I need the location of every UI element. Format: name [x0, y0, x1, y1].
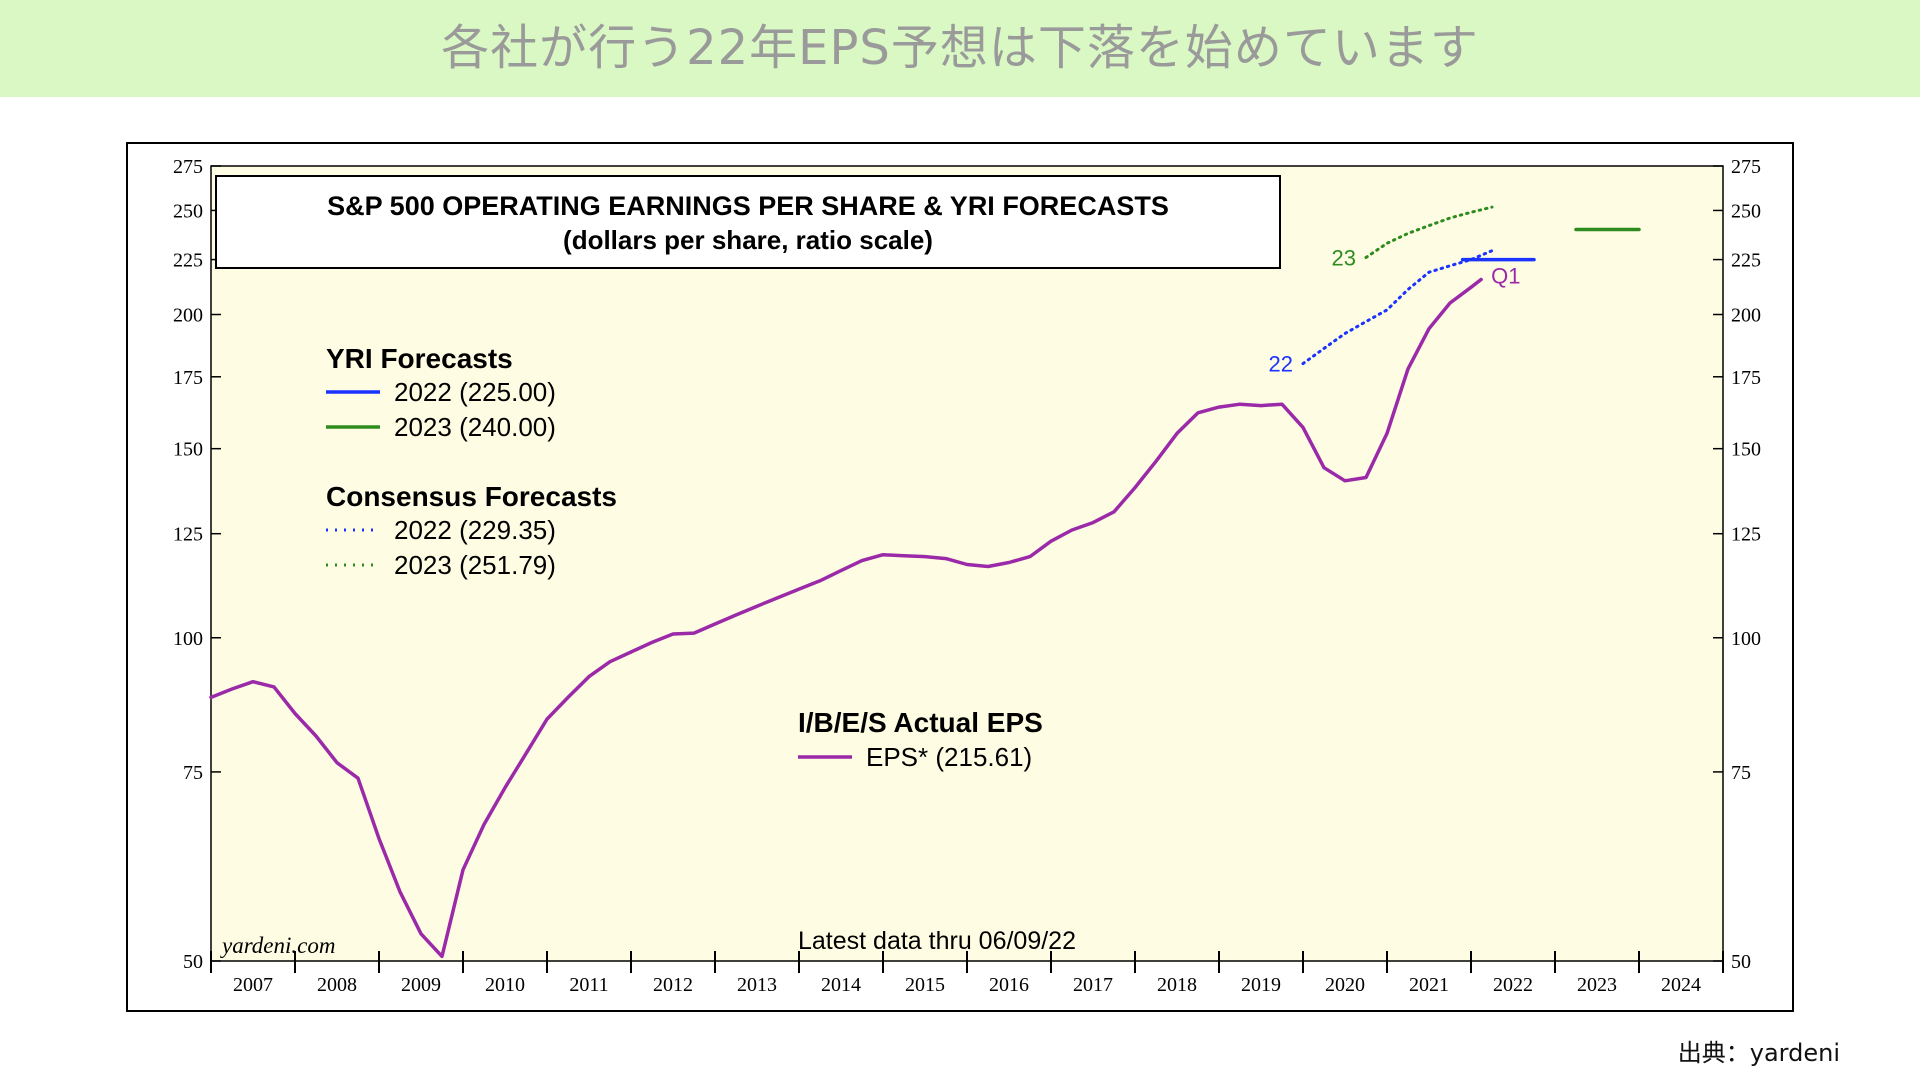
- x-tick-label-2015: 2015: [905, 974, 945, 996]
- y-tick-label-left: 125: [173, 524, 203, 546]
- series-start-label-consensus-2023: 23: [1332, 246, 1356, 271]
- legend-label-consensus-2023: 2023 (251.79): [394, 550, 556, 580]
- x-tick-label-2012: 2012: [653, 974, 693, 996]
- x-tick-label-2014: 2014: [821, 974, 861, 996]
- x-tick-label-2007: 2007: [233, 974, 273, 996]
- x-tick-label-2021: 2021: [1409, 974, 1449, 996]
- x-tick-label-2011: 2011: [569, 974, 608, 996]
- x-tick-label-2010: 2010: [485, 974, 525, 996]
- x-tick-label-2024: 2024: [1661, 974, 1701, 996]
- y-tick-label-right: 200: [1731, 305, 1761, 327]
- legend-label-yri-2023: 2023 (240.00): [394, 412, 556, 442]
- title-box: [215, 175, 1281, 269]
- x-tick-label-2017: 2017: [1073, 974, 1113, 996]
- x-tick-label-2023: 2023: [1577, 974, 1617, 996]
- legend-label-consensus-2022: 2022 (229.35): [394, 515, 556, 545]
- legend-heading-actual: I/B/E/S Actual EPS: [798, 707, 1043, 738]
- y-tick-label-right: 75: [1731, 762, 1751, 784]
- y-tick-label-left: 225: [173, 250, 203, 272]
- y-tick-label-left: 75: [183, 762, 203, 784]
- x-tick-label-2022: 2022: [1493, 974, 1533, 996]
- legend-label-yri-2022: 2022 (225.00): [394, 377, 556, 407]
- y-tick-label-left: 175: [173, 367, 203, 389]
- series-start-label-consensus-2022: 22: [1269, 352, 1293, 377]
- y-tick-label-left: 50: [183, 951, 203, 973]
- y-tick-label-right: 150: [1731, 439, 1761, 461]
- chart: 50 50 75 75 100 100 125 125 150 150 175 175 200 200 22…: [126, 142, 1794, 1016]
- series-line-eps-215-61: [209, 277, 1483, 959]
- y-tick-label-right: 50: [1731, 951, 1751, 973]
- x-tick-label-2016: 2016: [989, 974, 1029, 996]
- legend-label-eps: EPS* (215.61): [866, 742, 1032, 772]
- legend-heading-consensus: Consensus Forecasts: [326, 481, 617, 512]
- y-tick-label-left: 150: [173, 439, 203, 461]
- y-tick-label-right: 275: [1731, 156, 1761, 178]
- y-tick-label-right: 175: [1731, 367, 1761, 389]
- y-tick-label-right: 100: [1731, 628, 1761, 650]
- chart-svg: 50 50 75 75 100 100 125 125 150 150 175 175 200 200 22…: [126, 142, 1794, 1012]
- x-tick-label-2008: 2008: [317, 974, 357, 996]
- y-tick-label-right: 250: [1731, 200, 1761, 222]
- y-tick-label-left: 200: [173, 305, 203, 327]
- x-tick-label-2020: 2020: [1325, 974, 1365, 996]
- chart-title: S&P 500 OPERATING EARNINGS PER SHARE & Y…: [327, 191, 1169, 221]
- y-tick-label-right: 225: [1731, 250, 1761, 272]
- axes: 50 50 75 75 100 100 125 125 150 150 175 175 200 200 22…: [173, 156, 1761, 996]
- x-tick-label-2018: 2018: [1157, 974, 1197, 996]
- data-note: Latest data thru 06/09/22: [798, 927, 1076, 955]
- slide-title: 各社が行う22年EPS予想は下落を始めています: [441, 20, 1479, 76]
- x-tick-label-2019: 2019: [1241, 974, 1281, 996]
- y-tick-label-right: 125: [1731, 524, 1761, 546]
- chart-subtitle: (dollars per share, ratio scale): [563, 225, 933, 255]
- legend-heading-yri: YRI Forecasts: [326, 343, 513, 374]
- series-end-label-eps-215-61: Q1: [1491, 263, 1520, 288]
- series: Q1 22 23: [209, 205, 1641, 959]
- y-tick-label-left: 250: [173, 200, 203, 222]
- series-line-consensus-2022: [1301, 249, 1494, 366]
- source-note: 出典：yardeni: [1677, 1039, 1840, 1067]
- y-tick-label-left: 275: [173, 156, 203, 178]
- series-line-consensus-2023: [1364, 205, 1494, 259]
- y-tick-label-left: 100: [173, 628, 203, 650]
- x-tick-label-2009: 2009: [401, 974, 441, 996]
- banner: [0, 0, 1920, 97]
- watermark: yardeni.com: [220, 933, 335, 958]
- x-tick-label-2013: 2013: [737, 974, 777, 996]
